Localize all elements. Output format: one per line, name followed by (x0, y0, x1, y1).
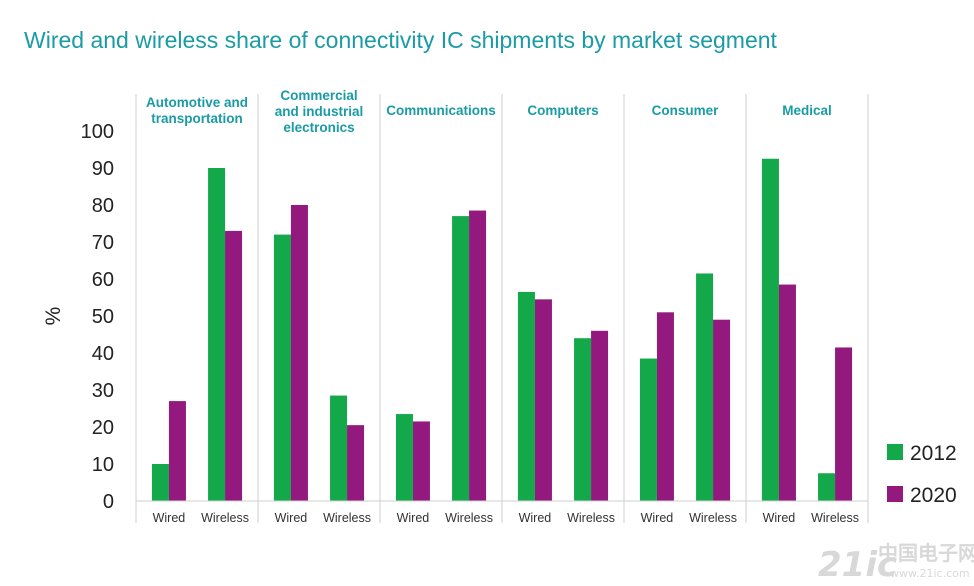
bar-2020 (168, 401, 186, 501)
chart-title: Wired and wireless share of connectivity… (24, 27, 778, 53)
bar-2012 (452, 216, 470, 501)
x-tick-label: Wired (397, 511, 430, 525)
x-tick-label: Wired (275, 511, 308, 525)
bar-2012 (696, 273, 714, 501)
segment-label: Medical (782, 103, 832, 118)
bar-2020 (835, 347, 853, 501)
bar-2020 (713, 319, 731, 501)
bar-2020 (656, 312, 674, 501)
segment-label: Automotive and (146, 95, 248, 110)
segment-label: Consumer (652, 103, 720, 118)
bar-2012 (574, 338, 592, 501)
x-tick-label: Wireless (689, 511, 737, 525)
bar-2020 (347, 425, 365, 501)
watermark-logo: 21ic 中国电子网 www.21ic.com (818, 541, 974, 585)
bar-2020 (225, 230, 243, 501)
x-tick-label: Wireless (323, 511, 371, 525)
y-tick-label: 30 (92, 380, 114, 402)
bar-2012 (330, 395, 348, 501)
x-tick-label: Wireless (567, 511, 615, 525)
y-tick-label: 100 (81, 121, 114, 143)
y-tick-label: 70 (92, 232, 114, 254)
bar-2020 (778, 284, 796, 501)
bar-2012 (273, 234, 291, 501)
bar-2020 (290, 205, 308, 501)
y-axis-label: % (42, 307, 65, 326)
watermark-cn-text: 中国电子网 (878, 541, 974, 565)
y-tick-label: 50 (92, 306, 114, 328)
plot-area: 0 10 20 30 40 50 60 70 80 90 100% Automotive andtra… (42, 88, 869, 525)
x-tick-label: Wired (519, 511, 552, 525)
y-tick-label: 20 (92, 417, 114, 439)
bar-2020 (534, 299, 552, 501)
watermark-text: 21ic (818, 545, 897, 585)
x-tick-label: Wireless (445, 511, 493, 525)
bar-2012 (818, 473, 836, 501)
y-tick-label: 10 (92, 454, 114, 476)
bar-2012 (517, 291, 535, 501)
watermark-sub-text: www.21ic.com (890, 567, 970, 580)
x-tick-label: Wired (153, 511, 186, 525)
x-tick-label: Wireless (811, 511, 859, 525)
legend-label-2020: 2020 (910, 484, 957, 507)
legend-label-2012: 2012 (910, 442, 957, 465)
segment-label: Computers (527, 103, 598, 118)
segment-label: electronics (283, 120, 354, 135)
segment-label: and industrial (275, 104, 364, 119)
segment-label: transportation (151, 111, 243, 126)
bar-2012 (208, 168, 226, 501)
segment-label: Commercial (280, 88, 357, 103)
y-tick-label: 40 (92, 343, 114, 365)
bar-2012 (395, 414, 413, 501)
y-tick-label: 80 (92, 195, 114, 217)
bar-2012 (639, 358, 657, 501)
x-tick-label: Wireless (201, 511, 249, 525)
legend-swatch-2020 (887, 486, 903, 502)
segment-label: Communications (386, 103, 496, 118)
x-tick-label: Wired (641, 511, 674, 525)
legend: 2012 2020 (887, 442, 957, 507)
bar-2012 (151, 464, 169, 501)
bar-2020 (412, 421, 430, 501)
legend-swatch-2012 (887, 444, 903, 460)
x-tick-label: Wired (763, 511, 796, 525)
bar-2012 (761, 158, 779, 501)
y-tick-label: 60 (92, 269, 114, 291)
bar-2020 (469, 210, 487, 502)
y-tick-label: 0 (103, 491, 114, 513)
bar-2020 (591, 330, 609, 501)
y-tick-label: 90 (92, 158, 114, 180)
